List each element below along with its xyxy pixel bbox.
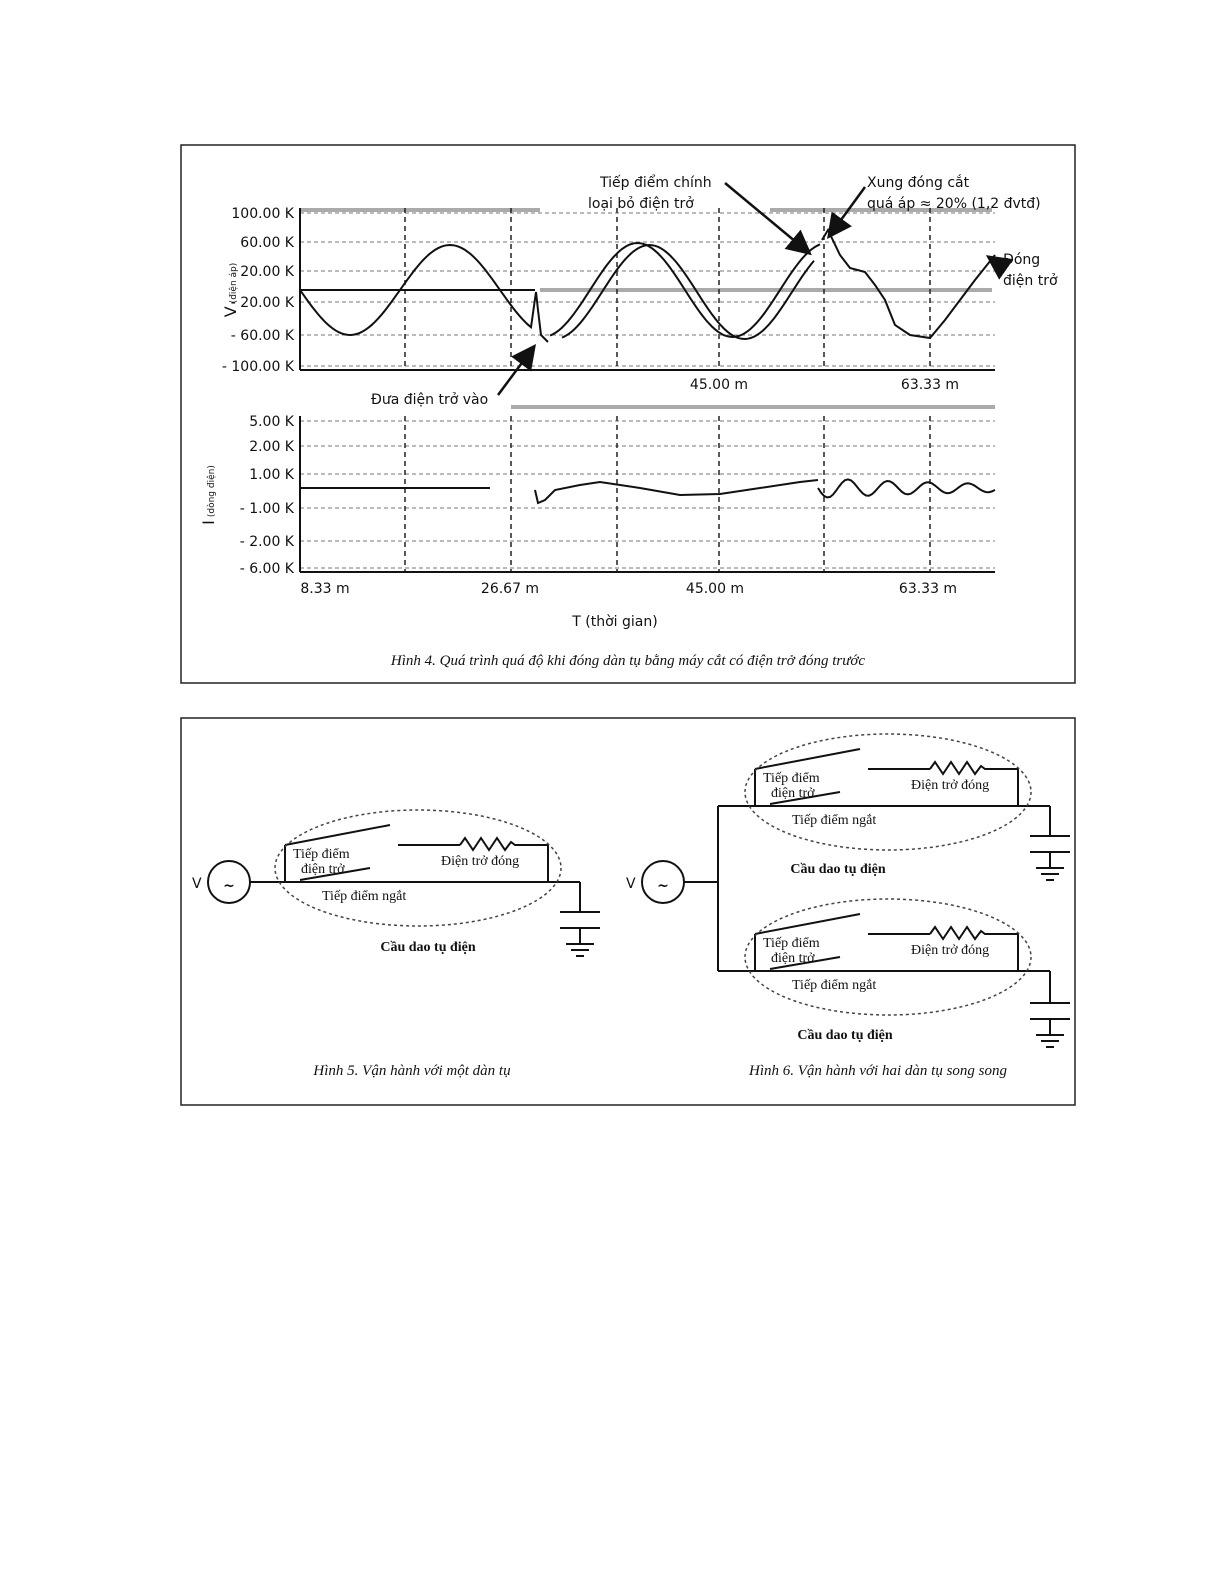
y-tick-label: 60.00 K [240,235,295,251]
figure-caption: Hình 6. Vận hành với hai dàn tụ song son… [748,1063,1008,1079]
annotation: Tiếp điểm chính [599,174,712,191]
voltage-trace [821,227,996,340]
figure-caption: Hình 4. Quá trình quá độ khi đóng dàn tụ… [390,653,865,669]
contact-label: điện trở [771,786,815,801]
annotation-arrow [827,186,867,240]
break-contact [769,791,841,805]
source-label: V [192,876,202,892]
y-tick-label: 5.00 K [249,414,295,430]
contact-label: điện trở [771,951,815,966]
voltage-trace [299,243,549,343]
current-trace [534,479,819,505]
x-tick-label: 8.33 m [300,581,349,597]
figure-4-frame [180,144,1076,684]
x-tick-label: 63.33 m [901,377,959,393]
contact-label: Tiếp điểm [293,847,350,862]
axis-title-main: I [199,520,218,525]
voltage-trace [561,243,815,341]
ac-source-symbol: ~ [657,878,669,894]
y-tick-label: 100.00 K [231,206,294,222]
resistor-label: Điện trở đóng [911,943,989,958]
annotation: Đóng [1003,252,1040,268]
annotation: loại bỏ điện trở [588,196,694,212]
break-contact-label: Tiếp điểm ngắt [322,889,406,904]
voltage-trace [549,241,821,339]
switch-label: Cầu dao tụ điện [380,940,476,955]
resistor [929,925,1018,941]
figure-5-6-frame [180,717,1076,1106]
switch-outline [744,733,1032,851]
x-tick-label: 26.67 m [481,581,539,597]
break-contact-label: Tiếp điểm ngắt [792,813,876,828]
axis-title-main: V [221,306,240,317]
resistor-label: Điện trở đóng [441,854,519,869]
break-contact [769,956,841,970]
resistor [929,760,1018,776]
current-trace [817,478,996,499]
annotation: Đưa điện trở vào [371,392,488,408]
annotation-arrow [496,343,536,396]
switch-label: Cầu dao tụ điện [797,1028,893,1043]
y-tick-label: - 20.00 K [231,295,295,311]
y-tick-label: - 6.00 K [240,561,295,577]
y-tick-label: - 60.00 K [231,328,295,344]
annotation: quá áp ≈ 20% (1,2 đvtđ) [867,196,1041,212]
annotation: Xung đóng cắt [867,174,970,191]
annotation: điện trở [1003,273,1058,289]
resistor-label: Điện trở đóng [911,778,989,793]
resistor [459,836,548,852]
break-contact [299,867,371,881]
x-tick-label: 63.33 m [899,581,957,597]
x-tick-label: 45.00 m [690,377,748,393]
axis-title-sub: (dòng điện) [206,465,217,517]
source-label: V [626,876,636,892]
break-contact-label: Tiếp điểm ngắt [792,978,876,993]
x-axis-title: T (thời gian) [571,614,657,630]
ac-source-symbol: ~ [223,878,235,894]
switch-outline [744,898,1032,1016]
contact-label: Tiếp điểm [763,771,820,786]
figure-caption: Hình 5. Vận hành với một dàn tụ [312,1063,510,1079]
axis-title: V (điện áp) [221,263,240,318]
line [754,913,861,935]
annotation-arrow [724,182,812,256]
y-tick-label: - 100.00 K [222,359,295,375]
annotation-arrow [985,255,1014,280]
x-tick-label: 45.00 m [686,581,744,597]
switch-outline [274,809,562,927]
contact-label: điện trở [301,862,345,877]
y-tick-label: 1.00 K [249,467,295,483]
switch-label: Cầu dao tụ điện [790,862,886,877]
axis-title-sub: (điện áp) [228,263,239,304]
y-tick-label: 20.00 K [240,264,295,280]
line [284,824,391,846]
axis-title: I (dòng điện) [199,465,218,525]
line [754,748,861,770]
y-tick-label: - 2.00 K [240,534,295,550]
y-tick-label: 2.00 K [249,439,295,455]
y-tick-label: - 1.00 K [240,501,295,517]
contact-label: Tiếp điểm [763,936,820,951]
